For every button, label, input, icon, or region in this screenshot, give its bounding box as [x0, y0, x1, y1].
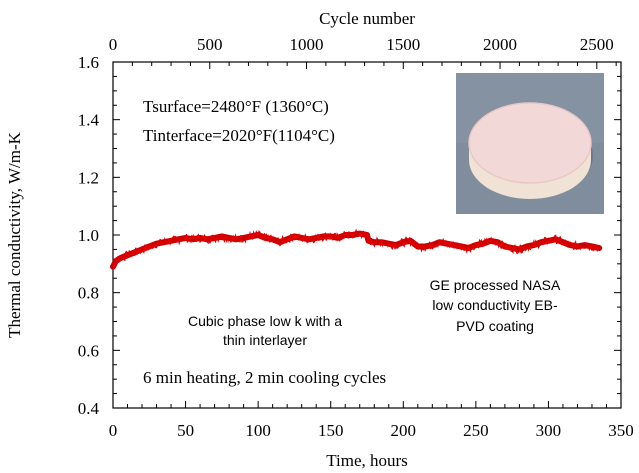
top-tick-label: 1500 — [386, 35, 420, 54]
ge-coating-label-line3: PVD coating — [456, 318, 534, 334]
interface-temperature-label: Tinterface=2020°F(1104°C) — [143, 126, 335, 145]
x-tick-label: 200 — [391, 421, 417, 440]
sample-photo — [456, 73, 604, 214]
y-tick-label: 1.6 — [78, 53, 99, 72]
cycle-description-label: 6 min heating, 2 min cooling cycles — [143, 368, 386, 387]
cubic-phase-label-line2: thin interlayer — [223, 332, 307, 348]
ge-coating-label-line2: low conductivity EB- — [432, 297, 558, 313]
surface-temperature-label: Tsurface=2480°F (1360°C) — [143, 97, 329, 116]
x-tick-label: 100 — [245, 421, 271, 440]
y-axis-title: Thermal conductivity, W/m-K — [5, 131, 24, 338]
x-axis-ticks: 0 50 100 150 200 250 300 350 — [109, 401, 634, 440]
x-tick-label: 350 — [608, 421, 634, 440]
y-axis-ticks: 0.4 0.6 0.8 1.0 1.2 1.4 1.6 — [78, 53, 621, 418]
y-tick-label: 1.4 — [78, 111, 100, 130]
y-tick-label: 0.8 — [78, 284, 99, 303]
top-axis-ticks: 0 500 1000 1500 2000 2500 — [109, 35, 617, 69]
top-tick-label: 1000 — [290, 35, 324, 54]
ge-coating-label-line1: GE processed NASA — [430, 277, 561, 293]
top-tick-label: 0 — [109, 35, 118, 54]
top-axis-title: Cycle number — [319, 9, 415, 28]
x-tick-label: 300 — [536, 421, 562, 440]
top-tick-label: 500 — [197, 35, 223, 54]
y-tick-label: 0.4 — [78, 399, 100, 418]
y-tick-label: 0.6 — [78, 341, 99, 360]
conductivity-series-noise — [112, 228, 599, 269]
x-axis-title: Time, hours — [326, 451, 408, 470]
x-tick-label: 250 — [463, 421, 489, 440]
y-tick-label: 1.0 — [78, 226, 99, 245]
x-tick-label: 0 — [109, 421, 118, 440]
top-tick-label: 2500 — [580, 35, 614, 54]
x-tick-label: 50 — [177, 421, 194, 440]
y-tick-label: 1.2 — [78, 168, 99, 187]
x-tick-label: 150 — [318, 421, 344, 440]
disc-top-surface — [468, 102, 592, 184]
top-tick-label: 2000 — [483, 35, 517, 54]
cubic-phase-label-line1: Cubic phase low k with a — [188, 313, 342, 329]
